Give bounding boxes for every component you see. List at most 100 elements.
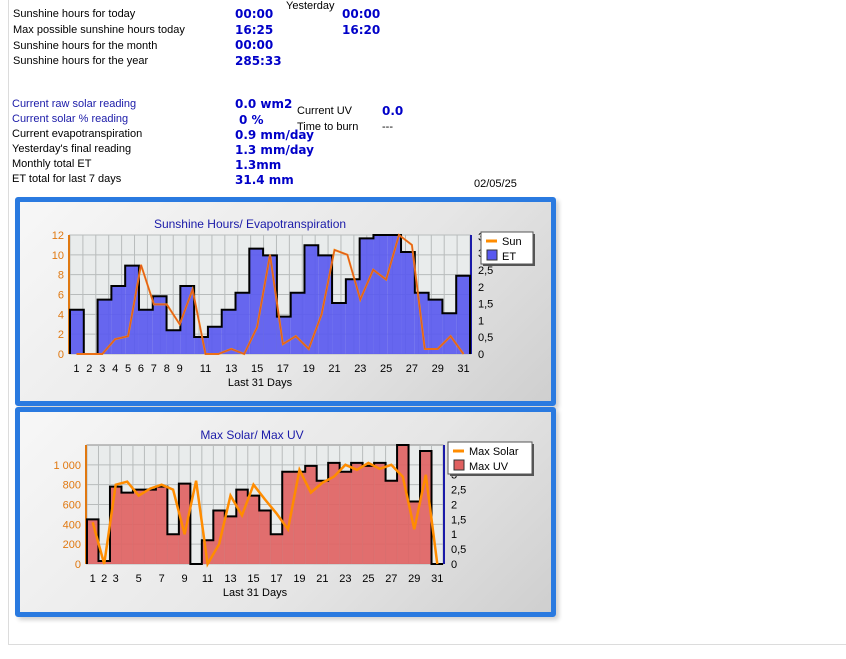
sunshine-year-value: 285:33 [235, 54, 282, 68]
bar [87, 519, 99, 564]
x-tick-label: 3 [99, 363, 105, 375]
y-right-tick-label: 0,5 [478, 332, 493, 344]
x-tick-label: 23 [354, 363, 366, 375]
sunshine-et-chart: 02468101200,511,522,53312345678911131517… [52, 217, 535, 389]
bar [290, 292, 305, 354]
time-to-burn-label: Time to burn [297, 121, 359, 133]
bar [293, 471, 306, 564]
bar [270, 534, 283, 564]
bar [70, 309, 84, 354]
y-right-tick-label: 0 [478, 349, 484, 361]
sunshine-month-label: Sunshine hours for the month [13, 40, 158, 52]
bar [121, 492, 133, 564]
bar [332, 303, 346, 354]
bar [328, 462, 340, 564]
y-left-tick-label: 6 [58, 290, 64, 302]
x-tick-label: 9 [182, 573, 188, 585]
bar [385, 480, 398, 564]
y-right-tick-label: 1,5 [451, 514, 466, 526]
bar [249, 248, 264, 354]
bar [305, 465, 317, 564]
sunshine-yesterday-value: 00:00 [342, 7, 381, 21]
bar [144, 489, 156, 564]
bar [167, 534, 179, 564]
bar-outline [86, 444, 443, 565]
y-left-tick-label: 400 [63, 519, 81, 531]
legend: Max Solar Max UV [447, 441, 534, 476]
x-tick-label: 29 [408, 573, 420, 585]
bar [339, 471, 352, 564]
bar [247, 495, 260, 564]
x-tick-label: 3 [113, 573, 119, 585]
y-left-tick-label: 600 [63, 500, 81, 512]
bar [224, 516, 237, 564]
bar [97, 299, 112, 354]
x-tick-label: 19 [303, 363, 315, 375]
bar [180, 286, 195, 354]
x-tick-label: 15 [251, 363, 263, 375]
bar [152, 296, 167, 354]
solar-pct-value: 0 % [239, 113, 264, 127]
bar [397, 445, 409, 564]
bar [213, 510, 225, 564]
current-uv-value: 0.0 [382, 104, 404, 118]
y-right-tick-label: 1,5 [478, 299, 493, 311]
raw-solar-value: 0.0 wm2 [235, 97, 293, 111]
y-right-tick-label: 0 [451, 559, 457, 571]
bar [408, 501, 421, 564]
bar [109, 486, 122, 564]
legend-bar-swatch [486, 249, 498, 261]
y-right-tick-label: 2,5 [451, 485, 466, 497]
x-tick-label: 29 [432, 363, 444, 375]
y-left-tick-label: 2 [58, 329, 64, 341]
et7-label: ET total for last 7 days [12, 173, 122, 185]
chart-title: Max Solar/ Max UV [200, 428, 303, 442]
raw-solar-label: Current raw solar reading [12, 98, 137, 110]
y-left-tick-label: 200 [63, 539, 81, 551]
et7-value: 31.4 mm [235, 173, 294, 187]
y-right-tick-label: 2 [478, 282, 484, 294]
sunshine-year-label: Sunshine hours for the year [13, 55, 149, 67]
bar [111, 286, 126, 354]
bar [166, 330, 181, 354]
y-right-tick-label: 2,5 [478, 265, 493, 277]
x-tick-label: 9 [177, 363, 183, 375]
x-tick-label: 11 [200, 363, 211, 375]
frame-bottom-line [8, 644, 846, 645]
x-tick-label: 7 [159, 573, 165, 585]
bar [155, 486, 168, 564]
bar-outline [69, 234, 471, 355]
legend: Sun ET [480, 231, 535, 266]
bar [373, 235, 388, 354]
x-tick-label: 13 [224, 573, 236, 585]
x-tick-label: 19 [293, 573, 305, 585]
bar [401, 252, 415, 354]
y-left-tick-label: 0 [58, 349, 64, 361]
x-tick-label: 11 [202, 573, 213, 585]
sunshine-today-value: 00:00 [235, 7, 274, 21]
x-tick-label: 6 [138, 363, 144, 375]
current-uv-label: Current UV [297, 105, 353, 117]
x-tick-label: 17 [277, 363, 289, 375]
frame-left-line [8, 0, 9, 644]
x-tick-label: 31 [431, 573, 443, 585]
x-tick-label: 17 [270, 573, 282, 585]
sunshine-month-value: 00:00 [235, 38, 274, 52]
sunshine-today-label: Sunshine hours for today [13, 8, 136, 20]
series-line-shadow [76, 234, 464, 355]
max-possible-value: 16:25 [235, 23, 274, 37]
x-tick-label: 27 [406, 363, 418, 375]
x-tick-label: 4 [112, 363, 118, 375]
solar-pct-label: Current solar % reading [12, 113, 129, 125]
bar [132, 489, 145, 564]
bar [316, 480, 329, 564]
legend-label: Max Solar [469, 446, 519, 458]
y-left-tick-label: 0 [75, 559, 81, 571]
bar [221, 309, 236, 354]
monthly-et-value: 1.3mm [235, 158, 282, 172]
legend-bar-swatch [453, 459, 465, 471]
x-tick-label: 5 [125, 363, 131, 375]
bar [236, 489, 248, 564]
